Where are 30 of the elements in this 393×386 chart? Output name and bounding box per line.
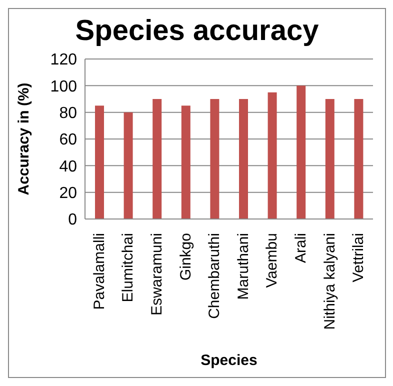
x-tick-label: Vaembu bbox=[264, 233, 281, 288]
y-tick-label: 40 bbox=[59, 158, 78, 176]
bar bbox=[325, 99, 334, 219]
x-tick-label: Arali bbox=[292, 233, 310, 264]
bar bbox=[124, 112, 133, 219]
bar bbox=[239, 99, 248, 219]
y-tick-label: 100 bbox=[50, 78, 78, 96]
y-tick-label: 80 bbox=[59, 105, 78, 122]
bar bbox=[95, 106, 104, 219]
y-tick-label: 0 bbox=[68, 212, 78, 229]
bar bbox=[152, 99, 162, 219]
x-tick-label: Eswaramuni bbox=[148, 233, 166, 316]
bar bbox=[181, 106, 190, 219]
bar bbox=[268, 92, 277, 219]
x-tick-label: Chembaruthi bbox=[206, 233, 224, 319]
x-tick-label: Maruthani bbox=[234, 233, 252, 300]
x-tick-label: Elumitchai bbox=[120, 233, 137, 302]
x-tick-label: Vettrilai bbox=[350, 233, 368, 282]
bar bbox=[296, 86, 306, 219]
chart-title: Species accuracy bbox=[74, 15, 320, 48]
y-tick-label: 60 bbox=[59, 132, 78, 149]
y-tick-label: 120 bbox=[50, 52, 78, 69]
y-tick-label: 20 bbox=[59, 185, 78, 202]
y-axis-title: Accuracy in (%) bbox=[15, 82, 32, 196]
x-tick-label: Pavalamalli bbox=[90, 233, 108, 310]
bar bbox=[354, 99, 364, 219]
x-tick-label: Nithiya kalyani bbox=[321, 233, 338, 330]
x-axis-title: Species bbox=[200, 352, 258, 369]
bar bbox=[210, 99, 220, 219]
x-tick-label: Ginkgo bbox=[177, 233, 194, 281]
